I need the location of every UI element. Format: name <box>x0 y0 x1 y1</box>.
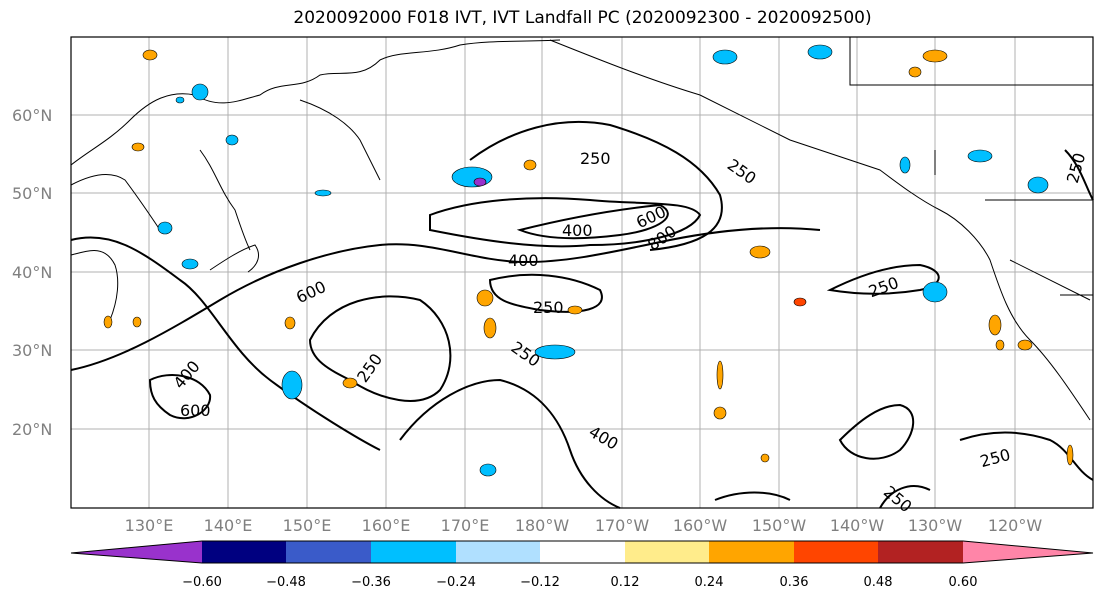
lon-label: 180°W <box>515 516 570 535</box>
lon-label: 150°W <box>752 516 807 535</box>
lon-label: 130°E <box>125 516 174 535</box>
colorbar-segment <box>286 541 371 563</box>
colorbar-segment <box>202 541 286 563</box>
colorbar-tick: 0.24 <box>695 575 724 590</box>
colorbar-tick: −0.60 <box>182 575 222 590</box>
lat-label: 20°N <box>12 420 52 439</box>
colorbar-segment <box>540 541 625 563</box>
colorbar-segment <box>456 541 540 563</box>
colorbar-tick: −0.36 <box>351 575 391 590</box>
lat-label: 40°N <box>12 263 52 282</box>
colorbar-extend-left <box>71 541 202 563</box>
ivt-contours <box>70 120 1094 509</box>
lat-label: 30°N <box>12 341 52 360</box>
lon-label: 140°W <box>830 516 885 535</box>
gridlines <box>71 37 1093 508</box>
contour-label: 400 <box>562 221 593 240</box>
colorbar-tick: 0.36 <box>780 575 809 590</box>
colorbar-tick: 0.12 <box>611 575 640 590</box>
longitude-labels: 130°E 140°E 150°E 160°E 170°E 180°W 170°… <box>125 516 1043 535</box>
colorbar-segment <box>625 541 709 563</box>
contour-label: 250 <box>580 149 611 168</box>
lon-label: 120°W <box>988 516 1043 535</box>
lon-label: 140°E <box>204 516 253 535</box>
lon-label: 150°E <box>283 516 332 535</box>
contour-label: 250 <box>533 298 564 317</box>
lon-label: 170°E <box>441 516 490 535</box>
colorbar-tick: −0.24 <box>436 575 476 590</box>
colorbar: −0.60 −0.48 −0.36 −0.24 −0.12 0.12 0.24 … <box>70 540 1094 590</box>
colorbar-segment <box>794 541 878 563</box>
colorbar-extend-right <box>963 541 1093 563</box>
anomaly-patches <box>103 44 1074 477</box>
colorbar-segment <box>878 541 963 563</box>
lon-label: 160°W <box>673 516 728 535</box>
colorbar-segment <box>709 541 794 563</box>
latitude-labels: 60°N 50°N 40°N 30°N 20°N <box>12 106 52 439</box>
contour-label: 600 <box>180 401 211 420</box>
colorbar-tick: −0.48 <box>266 575 306 590</box>
lon-label: 130°W <box>908 516 963 535</box>
colorbar-tick: −0.12 <box>520 575 560 590</box>
colorbar-tick: 0.60 <box>949 575 978 590</box>
map-border <box>70 36 1094 509</box>
coastlines <box>70 37 1093 421</box>
lon-label: 160°E <box>362 516 411 535</box>
lat-label: 60°N <box>12 106 52 125</box>
colorbar-tick: 0.48 <box>864 575 893 590</box>
lon-label: 170°W <box>595 516 650 535</box>
colorbar-segment <box>371 541 456 563</box>
contour-label: 400 <box>508 251 539 270</box>
map-title: 2020092000 F018 IVT, IVT Landfall PC (20… <box>293 8 872 28</box>
lat-label: 50°N <box>12 184 52 203</box>
colorbar-outline <box>70 540 1094 564</box>
